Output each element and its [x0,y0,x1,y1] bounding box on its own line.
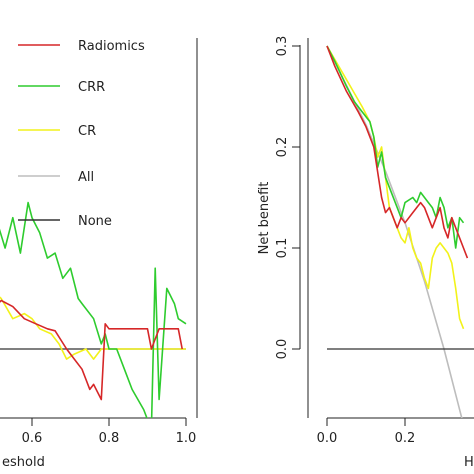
x-tick-label: 0.6 [22,431,43,446]
y-tick-label: 0.3 [275,36,290,57]
x-tick-label: 0.2 [395,431,416,446]
legend-label-cr: CR [78,124,96,139]
y-tick-label: 0.2 [275,137,290,158]
x-tick-label: 1.0 [176,431,197,446]
series-line-radiomics [0,299,183,401]
series-line-radiomics [326,45,469,259]
legend-label-all: All [78,170,94,185]
series-line-crr [0,201,187,418]
chart-panel-right: 0.0 0.2 0.0 0.1 0.2 0.3 Hi Net benefit [257,36,474,470]
x-tick-label: 0.0 [317,431,338,446]
x-axis-title: Hi [464,455,474,470]
y-tick-label: 0.1 [275,238,290,259]
x-axis-title: eshold [2,455,45,470]
series-line-all [326,45,463,418]
legend-label-crr: CRR [78,80,105,95]
series-line-cr [0,296,186,360]
chart-panel-left: 0.6 0.8 1.0 eshold Radiomics CRR CR All None [0,38,198,470]
series-line-crr [326,45,465,249]
legend-label-none: None [78,214,112,229]
y-tick-label: 0.0 [275,339,290,360]
x-tick-label: 0.8 [99,431,120,446]
legend: Radiomics CRR CR All None [18,39,145,229]
y-axis-title: Net benefit [257,182,272,255]
legend-label-radiomics: Radiomics [78,39,145,54]
